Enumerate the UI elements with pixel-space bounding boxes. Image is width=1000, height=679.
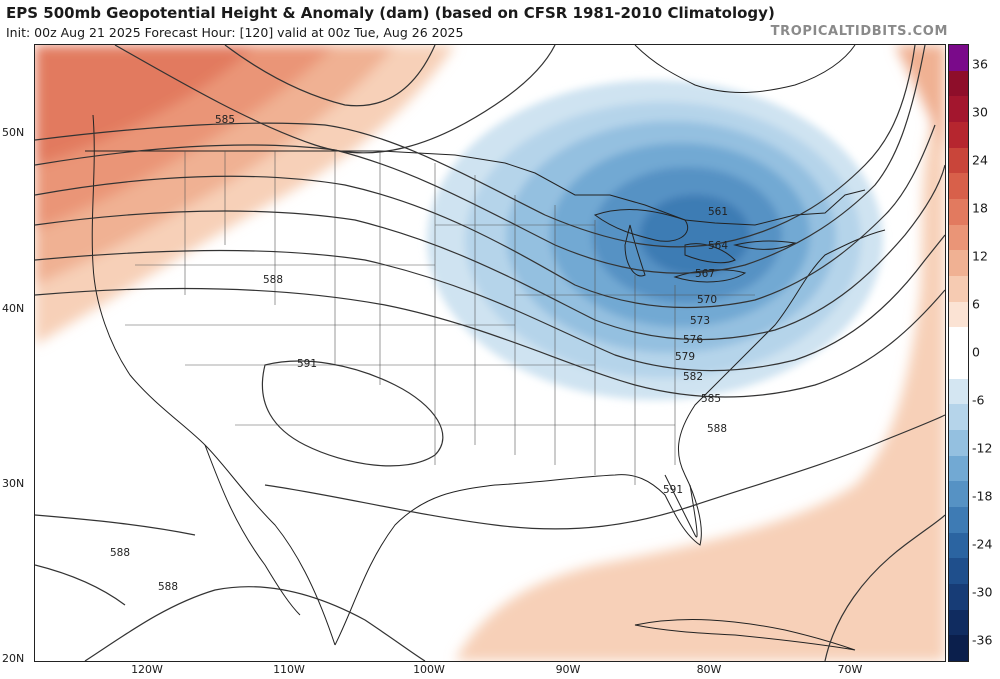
colorbar-tick-label: -36 (972, 632, 993, 648)
colorbar-segment (949, 481, 968, 508)
colorbar-tick-label: 18 (972, 200, 988, 216)
positive-anomaly-west (35, 45, 455, 345)
anomaly-colorbar (948, 44, 969, 662)
colorbar-segment (949, 353, 968, 380)
colorbar-tick-label: -12 (972, 440, 993, 456)
lon-label-120w: 120W (131, 663, 163, 676)
contour-label: 591 (297, 358, 317, 370)
colorbar-tick-label: 0 (972, 344, 980, 360)
contour-label: 579 (675, 351, 695, 363)
contour-label: 585 (701, 393, 721, 405)
contour-label: 561 (708, 206, 728, 218)
lat-label-20n: 20N (2, 652, 25, 665)
contour-label: 576 (683, 334, 703, 346)
colorbar-segment (949, 609, 968, 636)
colorbar-tick-label: 12 (972, 248, 988, 264)
colorbar-tick-label: 24 (972, 152, 988, 168)
map-panel: 585 588 591 591 588 588 561 564 567 570 … (34, 44, 946, 662)
colorbar-segment (949, 301, 968, 328)
colorbar-segment (949, 430, 968, 457)
colorbar-tick-label: -6 (972, 392, 985, 408)
contour-label: 588 (110, 547, 130, 559)
coastlines-and-borders (85, 45, 886, 651)
colorbar-segment (949, 327, 968, 354)
colorbar-segment (949, 122, 968, 149)
brand-watermark[interactable]: TROPICALTIDBITS.COM (770, 24, 948, 39)
colorbar-segment (949, 378, 968, 405)
contour-label: 585 (215, 114, 235, 126)
colorbar-tick-label: -18 (972, 488, 993, 504)
lat-label-50n: 50N (2, 126, 25, 139)
height-contours (35, 45, 945, 661)
contour-label: 570 (697, 294, 717, 306)
colorbar-segment (949, 224, 968, 251)
colorbar-segment (949, 507, 968, 534)
lon-label-80w: 80W (696, 663, 722, 676)
colorbar-segment (949, 404, 968, 431)
contour-label: 564 (708, 240, 728, 252)
colorbar-segment (949, 96, 968, 123)
lon-label-100w: 100W (413, 663, 445, 676)
contour-label: 573 (690, 315, 710, 327)
lon-label-90w: 90W (555, 663, 581, 676)
colorbar-segment (949, 45, 968, 72)
lat-label-40n: 40N (2, 302, 25, 315)
map-canvas: 585 588 591 591 588 588 561 564 567 570 … (35, 45, 945, 661)
contour-label: 582 (683, 371, 703, 383)
colorbar-segment (949, 173, 968, 200)
colorbar-tick-label: 36 (972, 56, 988, 72)
lon-label-70w: 70W (837, 663, 863, 676)
contour-label: 591 (663, 484, 683, 496)
contour-label: 588 (158, 581, 178, 593)
colorbar-segment (949, 199, 968, 226)
colorbar-tick-label: -30 (972, 584, 993, 600)
lon-label-110w: 110W (273, 663, 305, 676)
lat-label-30n: 30N (2, 477, 25, 490)
colorbar-tick-label: -24 (972, 536, 993, 552)
contour-labels: 585 588 591 591 588 588 561 564 567 570 … (110, 114, 728, 593)
forecast-info: Init: 00z Aug 21 2025 Forecast Hour: [12… (6, 25, 464, 40)
colorbar-tick-label: 30 (972, 104, 988, 120)
colorbar-segment (949, 250, 968, 277)
colorbar-segment (949, 147, 968, 174)
colorbar-segment (949, 558, 968, 585)
chart-title: EPS 500mb Geopotential Height & Anomaly … (6, 4, 775, 22)
colorbar-tick-label: 6 (972, 296, 980, 312)
colorbar-segment (949, 276, 968, 303)
contour-label: 588 (707, 423, 727, 435)
positive-anomaly-east (455, 45, 945, 661)
colorbar-segment (949, 70, 968, 97)
contour-label: 588 (263, 274, 283, 286)
contour-label: 567 (695, 268, 715, 280)
colorbar-segment (949, 635, 968, 662)
colorbar-segment (949, 584, 968, 611)
colorbar-segment (949, 455, 968, 482)
colorbar-segment (949, 532, 968, 559)
